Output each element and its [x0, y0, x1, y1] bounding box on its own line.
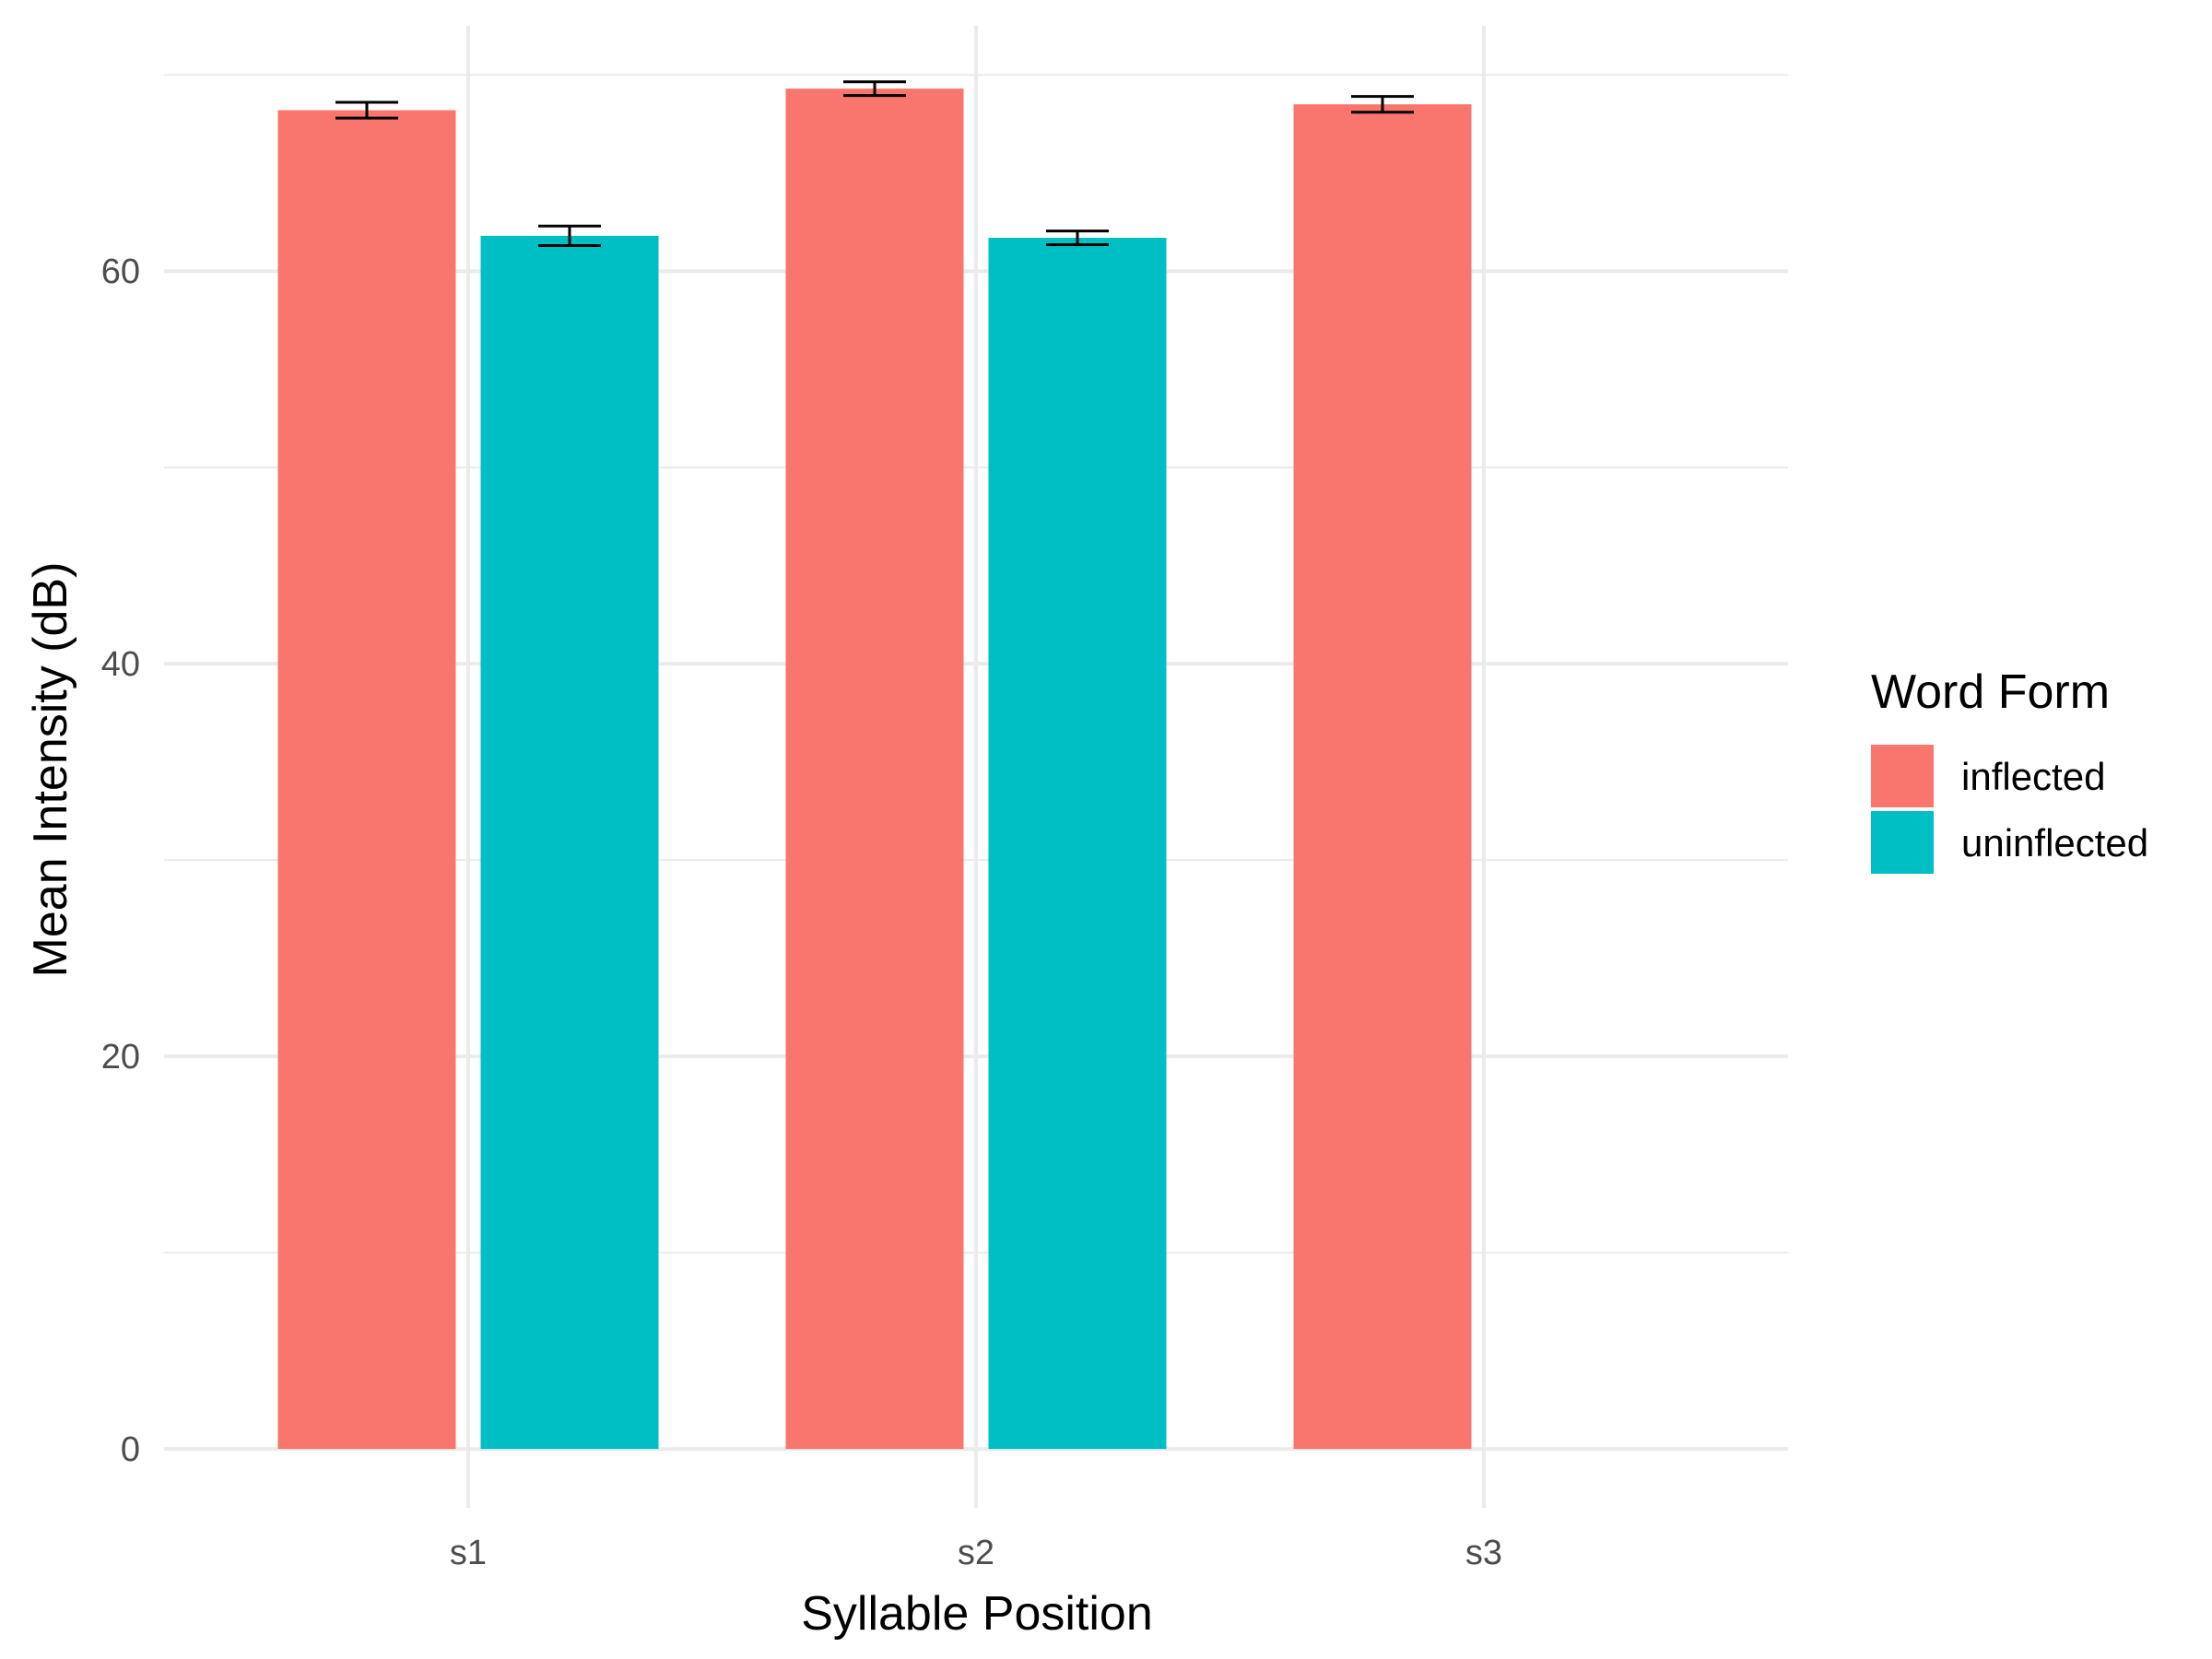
error-bar-inflected-s3: [1351, 95, 1414, 114]
x-tick-label-s1: s1: [450, 1534, 487, 1572]
legend-key-uninflected: [1871, 811, 1934, 874]
error-bar-inflected-s2: [843, 80, 906, 98]
y-tick-label: 60: [101, 253, 140, 291]
x-tick-labels: s1 s2 s3: [450, 1534, 1502, 1572]
y-tick-label: 0: [121, 1430, 140, 1469]
x-axis-title: Syllable Position: [801, 1587, 1153, 1641]
bar-uninflected-s2: [988, 238, 1167, 1450]
bar-inflected-s2: [785, 88, 964, 1450]
error-bar-inflected-s1: [335, 100, 398, 120]
y-tick-labels: 0 20 40 60: [101, 253, 140, 1469]
bars: [277, 88, 1472, 1450]
x-tick-label-s3: s3: [1465, 1534, 1502, 1572]
legend-key-inflected: [1871, 745, 1934, 807]
x-tick-label-s2: s2: [958, 1534, 994, 1572]
legend-label-uninflected: uninflected: [1961, 821, 2148, 865]
y-tick-label: 20: [101, 1038, 140, 1077]
bar-inflected-s3: [1293, 104, 1472, 1450]
legend-label-inflected: inflected: [1961, 755, 2105, 798]
error-bar-uninflected-s2: [1046, 229, 1109, 246]
error-bar-uninflected-s1: [538, 224, 601, 248]
legend: Word Form inflected uninflected: [1871, 665, 2148, 874]
legend-title: Word Form: [1871, 665, 2110, 719]
error-bars: [335, 80, 1414, 248]
bar-uninflected-s1: [480, 235, 659, 1450]
y-axis-title: Mean Intensity (dB): [24, 562, 77, 978]
bar-inflected-s1: [277, 110, 456, 1450]
y-tick-label: 40: [101, 645, 140, 684]
